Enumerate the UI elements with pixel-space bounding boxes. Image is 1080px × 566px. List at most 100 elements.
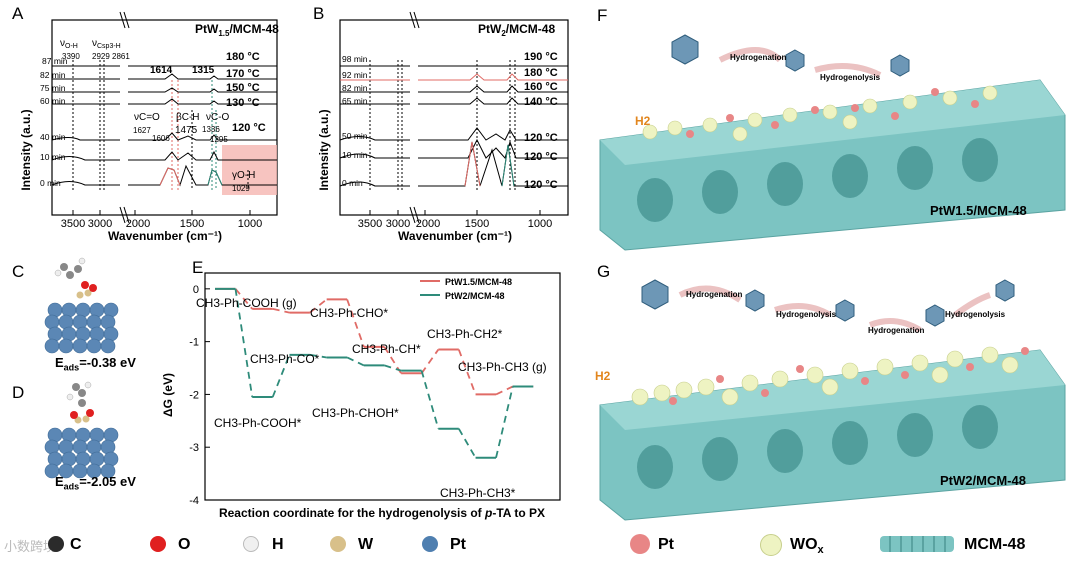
pt-particle-icon: [630, 534, 650, 554]
legend-h: H: [272, 536, 284, 553]
time-a-5: 10 min: [40, 152, 66, 162]
energy-connector-ptw15: [346, 299, 365, 348]
time-b-1: 92 min: [342, 70, 368, 80]
time-b-3: 65 min: [342, 96, 368, 106]
step-g-2: Hydrogenolysis: [776, 310, 837, 319]
ytick-label-e: -2: [189, 389, 199, 401]
xtick-b-3500: 3500: [358, 218, 382, 230]
temp-b-5: 120 °C: [524, 151, 558, 163]
time-b-4: 50 min: [342, 131, 368, 141]
step-f-1: Hydrogenation: [730, 53, 787, 62]
species-s2: CH3-Ph-CHO*: [310, 306, 388, 320]
band-1475: 1475: [175, 125, 198, 136]
panel-label-c: C: [12, 262, 25, 281]
tungsten-atom-icon: [330, 536, 346, 552]
time-a-6: 0 min: [40, 178, 61, 188]
band-1315: 1315: [192, 65, 215, 76]
band-1336: 1336: [202, 125, 220, 134]
xtick-a-3500: 3500: [61, 218, 85, 230]
ylabel-a: Intensity (a.u.): [19, 109, 33, 190]
panel-label-b: B: [313, 4, 325, 23]
sample-b: PtW2/MCM-48: [478, 22, 555, 38]
ylabel-e: ΔG (eV): [161, 373, 175, 417]
xtick-a-2000: 2000: [126, 218, 150, 230]
panel-label-d: D: [12, 383, 25, 402]
h2-f: H2: [635, 114, 651, 128]
energy-connector-ptw2: [458, 428, 477, 459]
band-vco2: νC-O: [206, 112, 230, 123]
h2-g: H2: [595, 369, 611, 383]
band-1295: 1295: [210, 135, 228, 144]
band-goh: γO-H: [232, 170, 255, 181]
panel-label-a: A: [12, 4, 24, 23]
time-a-4: 40 min: [40, 132, 66, 142]
temp-b-0: 190 °C: [524, 51, 558, 63]
species-s1: CH3-Ph-COOH (g): [196, 296, 297, 310]
temp-a-2: 150 °C: [226, 82, 260, 94]
band-1606: 1606: [152, 134, 170, 143]
xtick-a-1000: 1000: [238, 218, 262, 230]
legend-c: C: [70, 536, 82, 553]
ytick-label-e: 0: [193, 284, 199, 296]
carbon-atom-icon: [48, 536, 64, 552]
eads-c: Eads=-0.38 eV: [55, 355, 136, 373]
xtick-a-3000: 3000: [88, 218, 112, 230]
ytick-label-e: -1: [189, 337, 199, 349]
watermark: 小数跨境: [4, 539, 57, 554]
band-3390: 3390: [62, 52, 80, 61]
temp-a-3: 130 °C: [226, 97, 260, 109]
species-s3: CH3-Ph-CO*: [250, 352, 320, 366]
legend-w: W: [358, 536, 374, 553]
ytick-label-e: -4: [189, 495, 199, 507]
energy-connector-ptw2: [420, 370, 440, 429]
ir-spectra-b: 3500 3000 2000 1500 1000 Wavenumber (cm⁻…: [317, 11, 569, 243]
ylabel-b: Intensity (a.u.): [317, 109, 331, 190]
xtick-b-1000: 1000: [528, 218, 552, 230]
xtick-a-1500: 1500: [180, 218, 204, 230]
sample-a: PtW1.5/MCM-48: [195, 22, 279, 38]
ir-spectra-a: 3500 3000 2000 1500 1000 Wavenumber (cm⁻…: [19, 11, 279, 243]
energy-connector-ptw15: [309, 298, 328, 314]
legend-wox: WOx: [790, 536, 824, 557]
atom-legend: 小数跨境 C O H W Pt: [0, 528, 560, 566]
band-bch: βC-H: [176, 112, 200, 123]
platinum-atom-icon: [422, 536, 438, 552]
band-vco: νC=O: [134, 112, 160, 123]
band-voh: νO-H: [60, 38, 78, 50]
energy-connector-ptw15: [495, 385, 514, 396]
dft-model-c: [44, 257, 119, 354]
temp-a-4: 120 °C: [232, 122, 266, 134]
time-a-2: 75 min: [40, 83, 66, 93]
temp-b-4: 120 °C: [524, 132, 558, 144]
band-1627: 1627: [133, 126, 151, 135]
panel-label-e: E: [192, 258, 204, 277]
energy-connector-ptw15: [272, 308, 290, 314]
wox-particle-icon: [760, 534, 782, 556]
eads-d: Eads=-2.05 eV: [55, 474, 136, 492]
species-s8: CH3-Ph-CHOH*: [312, 406, 399, 420]
species-s9: CH3-Ph-CH3*: [440, 486, 516, 500]
dft-model-d: [44, 381, 119, 479]
legend-ptw15: PtW1.5/MCM-48: [445, 277, 512, 287]
legend-mcm48: MCM-48: [964, 536, 1026, 553]
temp-a-1: 170 °C: [226, 68, 260, 80]
scheme-legend: Pt WOx MCM-48: [580, 528, 1080, 566]
energy-connector-ptw2: [271, 354, 291, 398]
ytick-label-e: -3: [189, 442, 199, 454]
step-f-2: Hydrogenolysis: [820, 73, 881, 82]
time-a-0: 87 min: [42, 56, 68, 66]
energy-connector-ptw15: [457, 349, 477, 395]
xlabel-b: Wavenumber (cm⁻¹): [398, 229, 512, 243]
step-g-1: Hydrogenation: [686, 290, 743, 299]
xlabel-e: Reaction coordinate for the hydrogenolys…: [219, 506, 545, 520]
legend-o: O: [178, 536, 191, 553]
xtick-b-1500: 1500: [465, 218, 489, 230]
sample-f: PtW1.5/MCM-48: [930, 203, 1027, 218]
scheme-f: H2 Hydrogenation Hydrogenolysis PtW1.5/M…: [599, 34, 1066, 251]
species-s5: CH3-Ph-CH2*: [427, 327, 503, 341]
time-b-0: 98 min: [342, 54, 368, 64]
xtick-b-3000: 3000: [386, 218, 410, 230]
legend-pt: Pt: [450, 536, 466, 553]
energy-connector-ptw2: [346, 356, 365, 367]
energy-connector-ptw2: [309, 353, 327, 359]
